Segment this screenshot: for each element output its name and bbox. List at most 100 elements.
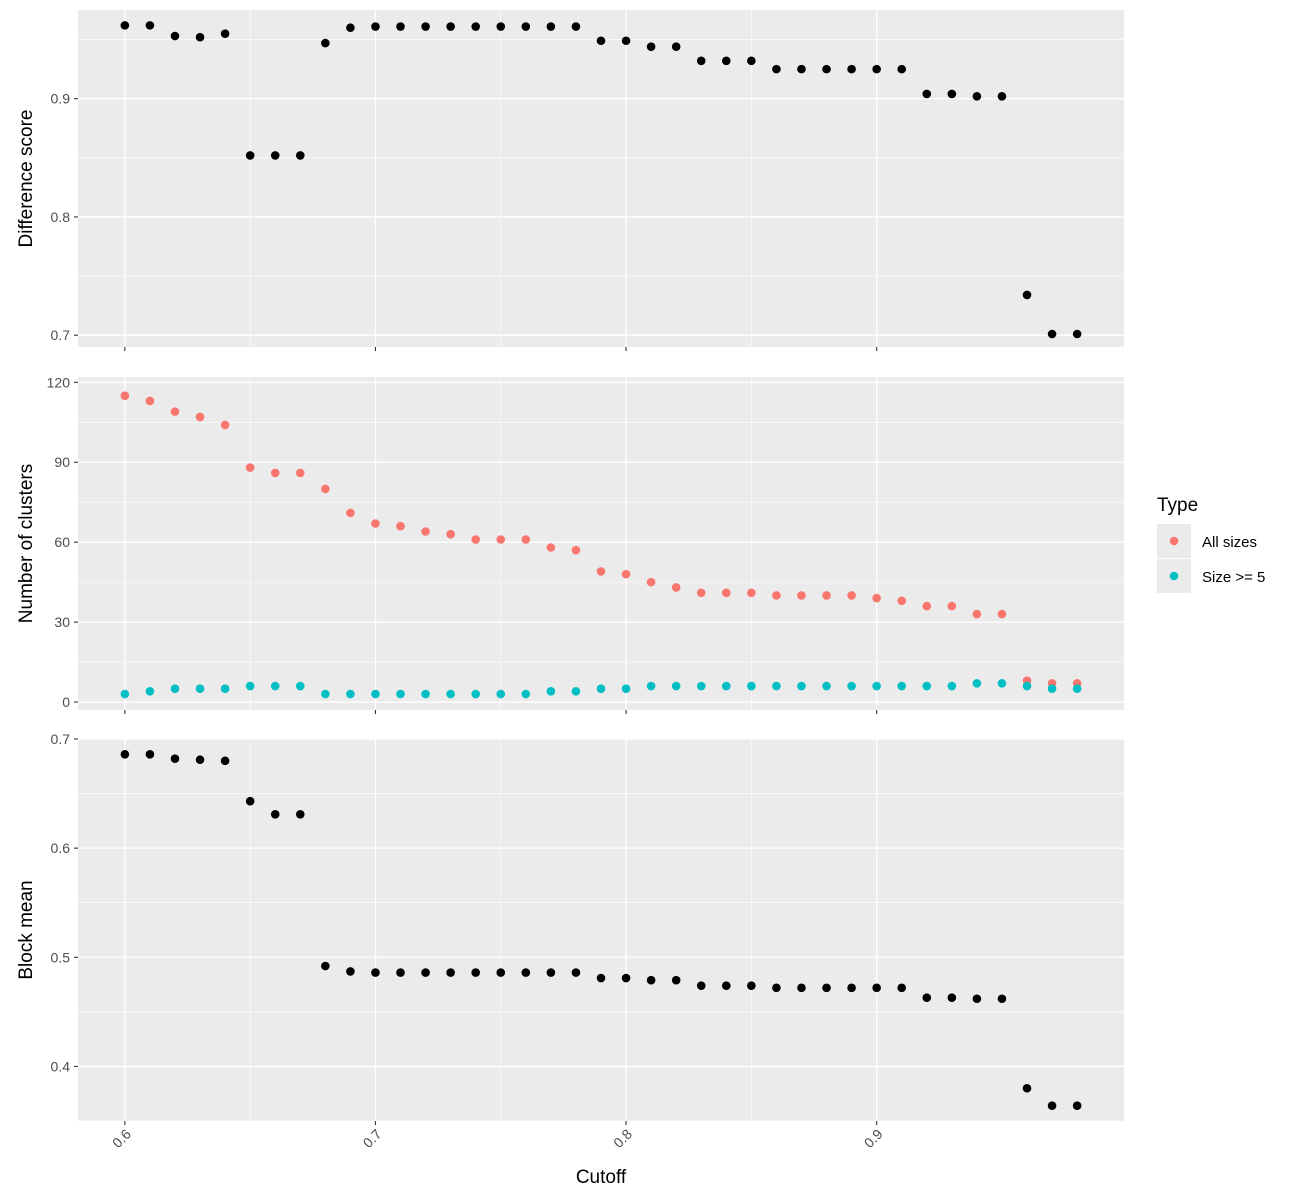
- data-point: [772, 64, 781, 74]
- data-point: [546, 687, 556, 696]
- data-point: [120, 749, 130, 759]
- data-point: [145, 687, 155, 696]
- data-point: [195, 755, 205, 765]
- data-point: [120, 689, 130, 699]
- legend-label: All sizes: [1202, 534, 1257, 551]
- data-point: [596, 684, 606, 693]
- y-tick-label: 0.6: [51, 840, 71, 856]
- data-point: [371, 689, 380, 699]
- data-point: [1047, 1101, 1057, 1111]
- data-point: [772, 983, 781, 993]
- data-point: [897, 64, 907, 74]
- data-point: [1047, 329, 1057, 339]
- data-point: [371, 22, 380, 31]
- panel-top: 0.7 0.8 0.9 Difference score: [16, 10, 1124, 351]
- data-point: [747, 56, 756, 66]
- data-point: [571, 687, 581, 696]
- data-point: [1022, 290, 1032, 300]
- data-point: [721, 681, 731, 691]
- y-axis-title: Block mean: [16, 880, 37, 979]
- y-tick-label: 120: [47, 374, 71, 390]
- y-axis-title: Difference score: [16, 110, 37, 248]
- y-tick-label: 30: [54, 614, 70, 630]
- data-point: [220, 684, 230, 693]
- data-point: [947, 681, 957, 691]
- data-point: [872, 64, 881, 74]
- data-point: [220, 420, 230, 430]
- data-point: [947, 89, 957, 99]
- data-point: [120, 391, 130, 400]
- data-point: [321, 38, 330, 48]
- data-point: [1072, 1101, 1082, 1111]
- data-point: [621, 684, 631, 693]
- data-point: [646, 577, 656, 587]
- data-point: [446, 689, 455, 699]
- data-point: [446, 529, 455, 539]
- data-point: [747, 588, 756, 598]
- data-point: [396, 689, 405, 699]
- data-point: [696, 588, 706, 598]
- data-point: [571, 22, 581, 31]
- data-point: [847, 681, 856, 691]
- data-point: [872, 983, 881, 993]
- data-point: [571, 545, 581, 555]
- data-point: [521, 535, 531, 544]
- data-point: [596, 567, 606, 576]
- data-point: [496, 689, 506, 699]
- data-point: [797, 64, 806, 74]
- data-point: [922, 601, 932, 611]
- data-point: [496, 535, 506, 544]
- data-point: [621, 973, 631, 983]
- data-point: [421, 689, 430, 699]
- legend-item: Size >= 5: [1157, 559, 1265, 593]
- data-point: [120, 21, 130, 30]
- data-point: [396, 521, 405, 531]
- data-point: [696, 981, 706, 990]
- data-point: [1047, 684, 1057, 693]
- data-point: [321, 689, 330, 699]
- data-point: [346, 508, 355, 518]
- data-point: [521, 22, 531, 31]
- data-point: [220, 756, 230, 766]
- series-bottom: [120, 749, 1082, 1111]
- data-point: [371, 968, 380, 977]
- data-point: [646, 42, 656, 51]
- data-point: [1022, 681, 1032, 691]
- data-point: [1072, 329, 1082, 339]
- data-point: [696, 681, 706, 691]
- y-tick-label: 0.7: [51, 731, 71, 747]
- data-point: [822, 983, 831, 993]
- y-tick-label: 0.9: [51, 91, 71, 107]
- data-point: [270, 681, 280, 691]
- y-axis-title: Number of clusters: [16, 464, 37, 623]
- data-point: [922, 89, 932, 99]
- data-point: [721, 981, 731, 990]
- data-point: [421, 22, 430, 31]
- data-point: [245, 796, 255, 806]
- data-point: [947, 601, 957, 611]
- panel-middle: 0 30 60 90 120 Number of clusters: [16, 374, 1124, 714]
- y-tick-label: 0.5: [51, 949, 71, 965]
- data-point: [546, 22, 556, 31]
- data-point: [1022, 1083, 1032, 1093]
- data-point: [972, 679, 982, 688]
- data-point: [195, 412, 205, 422]
- data-point: [997, 92, 1007, 101]
- data-point: [646, 681, 656, 691]
- data-point: [346, 689, 355, 699]
- data-point: [997, 609, 1007, 619]
- data-point: [721, 588, 731, 598]
- data-point: [471, 689, 481, 699]
- data-point: [747, 681, 756, 691]
- data-point: [1072, 684, 1082, 693]
- data-point: [997, 994, 1007, 1004]
- x-axis: 0.6 0.7 0.8 0.9: [109, 1126, 886, 1151]
- data-point: [195, 684, 205, 693]
- legend-title: Type: [1157, 495, 1198, 516]
- data-point: [822, 681, 831, 691]
- data-point: [596, 36, 606, 46]
- x-tick-label: 0.7: [360, 1126, 385, 1151]
- data-point: [772, 681, 781, 691]
- panel-background: [78, 377, 1124, 710]
